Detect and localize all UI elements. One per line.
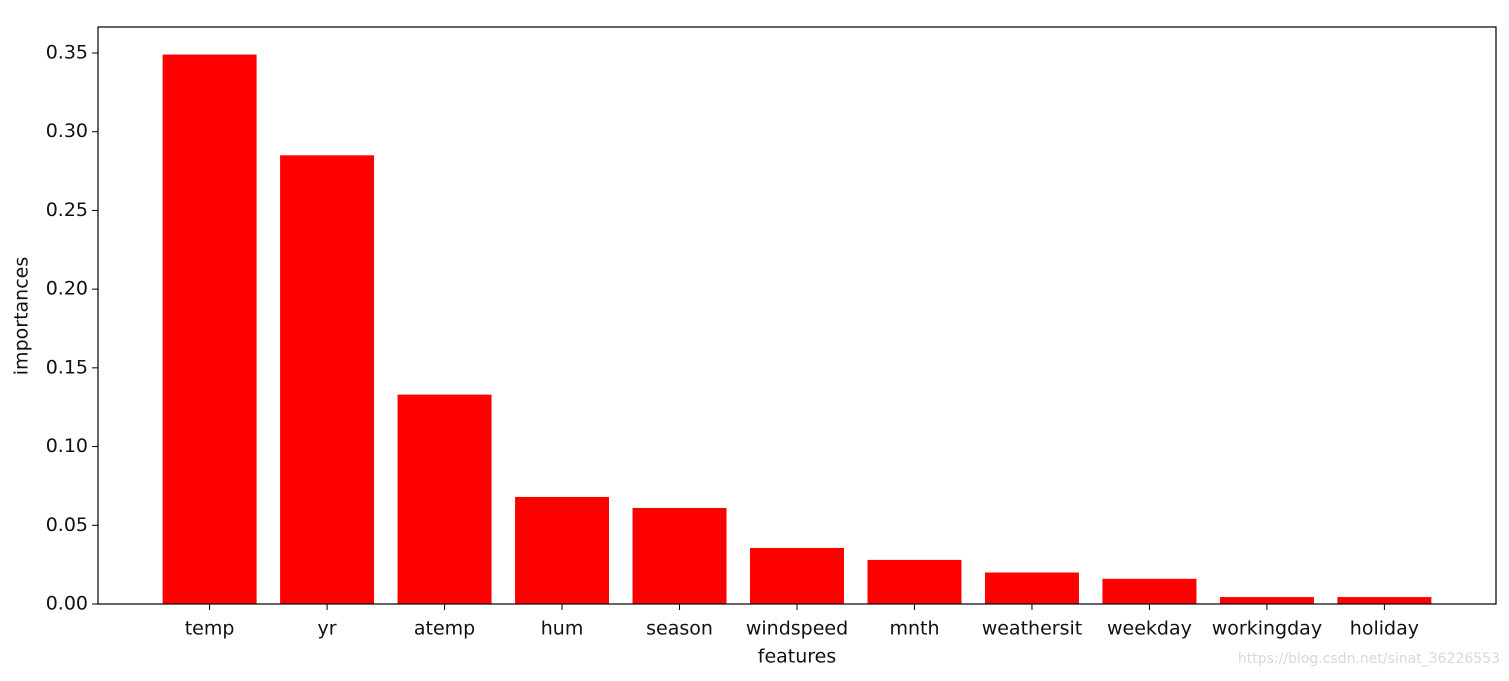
y-tick-label: 0.35 (46, 41, 88, 63)
y-tick-label: 0.05 (46, 514, 88, 536)
watermark: https://blog.csdn.net/sinat_36226553 (1238, 651, 1500, 667)
x-tick-label: temp (185, 618, 235, 640)
bar (162, 54, 257, 605)
y-tick-label: 0.25 (46, 199, 88, 221)
y-tick-label: 0.10 (46, 435, 88, 457)
bar (397, 394, 492, 604)
bar (632, 507, 727, 604)
x-tick-label: yr (318, 618, 337, 640)
bar (750, 547, 844, 604)
y-tick-label: 0.00 (46, 593, 88, 615)
x-tick-label: atemp (414, 618, 475, 640)
bar (867, 559, 962, 604)
x-tick-label: weathersit (982, 618, 1083, 640)
x-tick-label: workingday (1212, 618, 1322, 640)
plot-frame (97, 26, 1497, 605)
bar (984, 572, 1079, 604)
x-tick-label: mnth (889, 618, 939, 640)
y-tick-label: 0.15 (46, 356, 88, 378)
bar (1219, 597, 1314, 604)
y-tick-label: 0.20 (46, 278, 88, 300)
x-tick-label: weekday (1107, 618, 1192, 640)
y-axis-label: importances (11, 257, 33, 375)
bar (280, 155, 375, 604)
x-tick-label: windspeed (746, 618, 848, 640)
x-tick-label: holiday (1350, 618, 1419, 640)
bar (1337, 597, 1432, 604)
x-axis-label: features (758, 646, 837, 668)
bar (515, 496, 610, 604)
bar (1102, 578, 1197, 604)
x-tick-label: season (646, 618, 713, 640)
y-tick-label: 0.30 (46, 120, 88, 142)
x-tick-label: hum (541, 618, 584, 640)
